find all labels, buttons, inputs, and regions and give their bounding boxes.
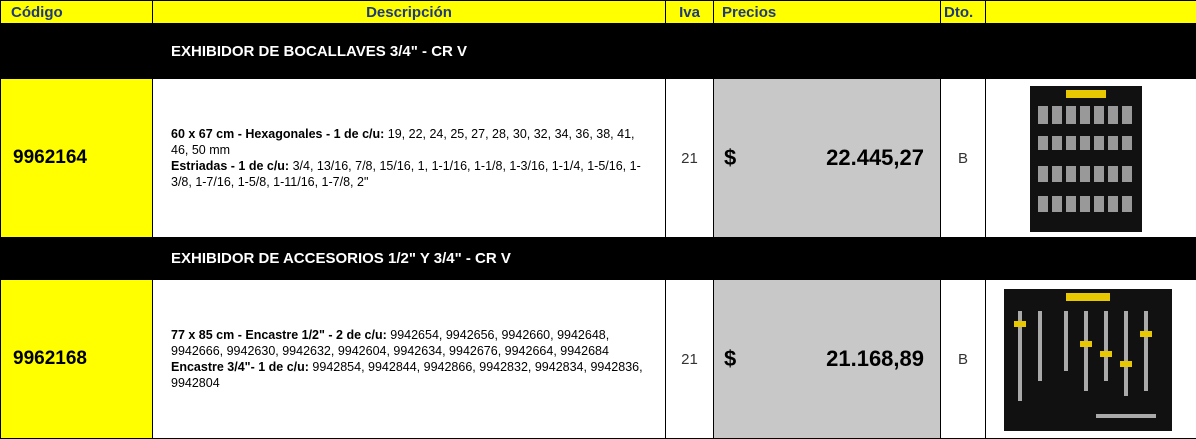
code: 9962168: [0, 279, 153, 439]
desc-label: 77 x 85 cm - Encastre 1/2" - 2 de c/u:: [171, 328, 387, 342]
desc-text: 9942854, 9942844, 9942866, 9942832, 9942…: [171, 360, 643, 390]
product-image: [1004, 288, 1172, 431]
desc-label: Encastre 3/4"- 1 de c/u:: [171, 360, 309, 374]
product-image: [1030, 85, 1142, 232]
discount: B: [940, 279, 986, 439]
currency: $: [724, 145, 737, 170]
item-row: 9962168 77 x 85 cm - Encastre 1/2" - 2 d…: [0, 279, 1196, 439]
header-cell: Iva: [665, 0, 714, 24]
price: 22.445,27: [826, 145, 924, 170]
description: 60 x 67 cm - Hexagonales - 1 de c/u: 19,…: [152, 78, 666, 238]
header-cell: Código: [0, 0, 153, 24]
section-row: EXHIBIDOR DE ACCESORIOS 1/2" Y 3/4" - CR…: [0, 237, 1196, 280]
header-cell: Precios: [713, 0, 941, 24]
desc-label: Estriadas - 1 de c/u:: [171, 159, 290, 173]
section-row: EXHIBIDOR DE BOCALLAVES 3/4" - CR V: [0, 23, 1196, 79]
iva: 21: [665, 78, 714, 238]
iva: 21: [665, 279, 714, 439]
currency: $: [724, 346, 737, 371]
image-cell: [985, 279, 1196, 439]
header-cell: Dto.: [940, 0, 986, 24]
header-cell: [985, 0, 1196, 24]
description: 77 x 85 cm - Encastre 1/2" - 2 de c/u: 9…: [152, 279, 666, 439]
desc-label: 60 x 67 cm - Hexagonales - 1 de c/u:: [171, 127, 385, 141]
code: 9962164: [0, 78, 153, 238]
image-cell: [985, 78, 1196, 238]
discount: B: [940, 78, 986, 238]
section-title: EXHIBIDOR DE BOCALLAVES 3/4" - CR V: [152, 23, 1196, 79]
desc-text: 19, 22, 24, 25, 27, 28, 30, 32, 34, 36, …: [171, 127, 635, 157]
desc-text: 9942654, 9942656, 9942660, 9942648, 9942…: [171, 328, 610, 358]
price-cell: $21.168,89: [713, 279, 941, 439]
desc-text: 3/4, 13/16, 7/8, 15/16, 1, 1-1/16, 1-1/8…: [171, 159, 641, 189]
header-row: Código Descripción Iva Precios Dto.: [0, 0, 1196, 24]
section-title: EXHIBIDOR DE ACCESORIOS 1/2" Y 3/4" - CR…: [152, 237, 1196, 280]
price: 21.168,89: [826, 346, 924, 371]
price-cell: $22.445,27: [713, 78, 941, 238]
header-cell: Descripción: [152, 0, 666, 24]
item-row: 9962164 60 x 67 cm - Hexagonales - 1 de …: [0, 78, 1196, 238]
